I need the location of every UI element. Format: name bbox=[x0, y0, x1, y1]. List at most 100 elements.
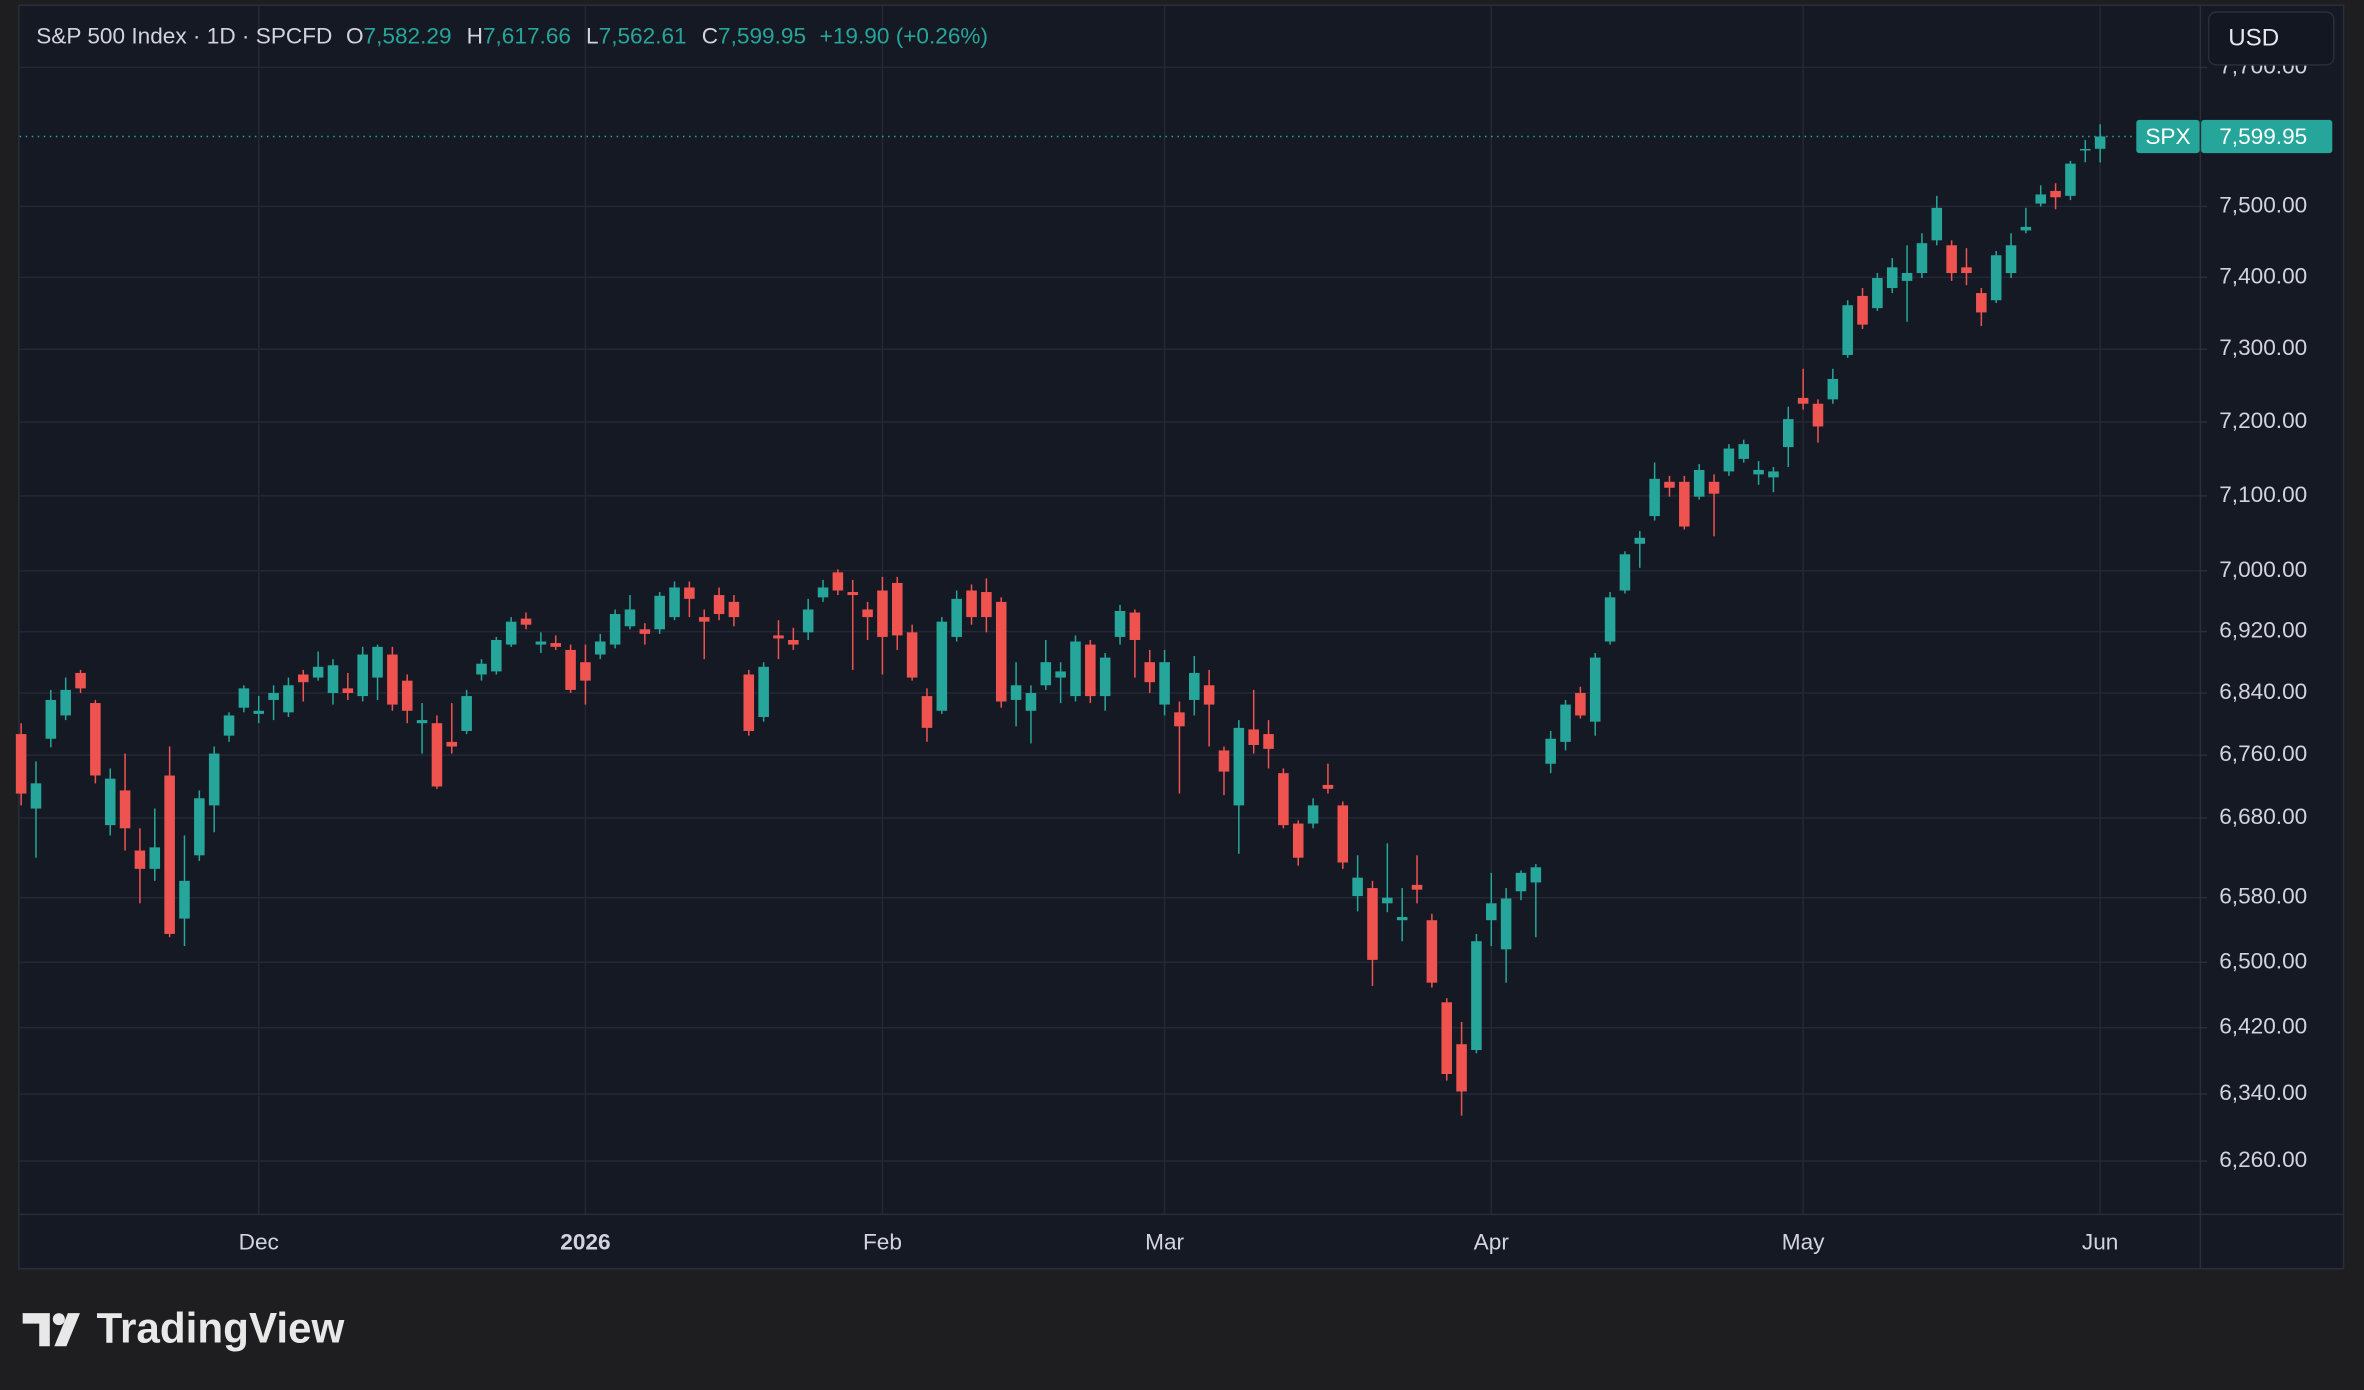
candle-body bbox=[1753, 469, 1764, 475]
candle-body bbox=[1783, 419, 1794, 448]
y-tick-label: 6,760.00 bbox=[2219, 741, 2307, 766]
candle-body bbox=[966, 590, 977, 618]
candle-body bbox=[372, 646, 383, 678]
symbol-header: S&P 500 Index · 1D · SPCFD O7,582.29 H7,61… bbox=[36, 24, 988, 49]
candle-body bbox=[1441, 1002, 1453, 1075]
candle-body bbox=[253, 710, 265, 714]
candle-body bbox=[1218, 750, 1230, 772]
candle-body bbox=[728, 601, 740, 618]
candle-body bbox=[1723, 448, 1735, 472]
y-tick-label: 6,420.00 bbox=[2219, 1014, 2307, 1039]
candle-body bbox=[1174, 712, 1185, 727]
candle-body bbox=[565, 649, 576, 690]
candle-body bbox=[119, 790, 131, 829]
candle-body bbox=[342, 688, 354, 693]
candle-body bbox=[1634, 537, 1646, 544]
x-tick-label: 2026 bbox=[560, 1230, 610, 1255]
candle-body bbox=[847, 592, 859, 596]
candle-body bbox=[1738, 444, 1750, 459]
overlays: S&P 500 Index · 1D · SPCFD O7,582.29 H7,61… bbox=[19, 11, 2335, 154]
candle-body bbox=[1679, 481, 1690, 527]
candle-body bbox=[1812, 403, 1824, 427]
candle-body bbox=[1396, 916, 1408, 921]
y-tick-label: 6,340.00 bbox=[2219, 1080, 2307, 1105]
candle-body bbox=[1322, 784, 1334, 789]
candle-body bbox=[1292, 823, 1304, 858]
y-tick-label: 7,300.00 bbox=[2219, 335, 2307, 360]
candle-body bbox=[416, 720, 428, 724]
candle-body bbox=[1382, 897, 1393, 904]
y-tick-label: 6,260.00 bbox=[2219, 1147, 2307, 1172]
candle-body bbox=[2005, 245, 2017, 274]
candle-body bbox=[134, 850, 146, 869]
candle-body bbox=[1976, 293, 1987, 313]
candle-body bbox=[862, 609, 873, 618]
chart-frame bbox=[18, 4, 2345, 1270]
candle-body bbox=[684, 587, 695, 599]
candles bbox=[15, 124, 2106, 1116]
currency-label[interactable]: USD bbox=[2228, 25, 2279, 52]
candle-body bbox=[1619, 554, 1631, 591]
candle-body bbox=[773, 635, 784, 639]
candle-body bbox=[1515, 872, 1527, 892]
candle-body bbox=[743, 674, 755, 731]
candle-body bbox=[194, 798, 205, 856]
grid bbox=[19, 6, 2200, 1214]
candle-body bbox=[669, 587, 680, 618]
candle-body bbox=[223, 715, 235, 736]
candle-body bbox=[75, 672, 86, 689]
candle-body bbox=[1827, 378, 1839, 400]
candle-body bbox=[1486, 903, 1497, 921]
candle-body bbox=[698, 617, 710, 622]
tradingview-logo: TradingView bbox=[22, 1304, 345, 1351]
candle-body bbox=[981, 592, 992, 618]
last-price-label: 7,599.95 bbox=[2219, 124, 2307, 149]
candle-body bbox=[892, 582, 903, 636]
candle-body bbox=[461, 696, 472, 731]
y-tick-label: 7,500.00 bbox=[2219, 192, 2307, 217]
ohlc-value: 7,599.95 bbox=[718, 24, 806, 49]
candle-body bbox=[817, 587, 829, 598]
ohlc-letter: O bbox=[346, 24, 364, 49]
candle-body bbox=[2020, 226, 2032, 231]
candle-body bbox=[550, 643, 562, 647]
candle-body bbox=[1797, 397, 1809, 404]
change-value: +19.90 (+0.26%) bbox=[820, 24, 988, 49]
last-price-badge bbox=[2201, 119, 2333, 154]
candle-body bbox=[45, 699, 57, 739]
y-tick-label: 6,500.00 bbox=[2219, 948, 2307, 973]
y-tick-label: 7,400.00 bbox=[2219, 263, 2307, 288]
candle-body bbox=[1010, 685, 1022, 700]
candle-body bbox=[951, 598, 962, 637]
candle-body bbox=[802, 609, 814, 633]
ohlc-letter: C bbox=[702, 24, 718, 49]
symbol-badge-label: SPX bbox=[2145, 124, 2190, 149]
candle-body bbox=[1278, 773, 1289, 826]
candle-body bbox=[446, 741, 458, 747]
x-tick-label: Mar bbox=[1145, 1230, 1184, 1255]
candle-body bbox=[609, 614, 621, 645]
candle-body bbox=[1872, 278, 1883, 309]
currency-button[interactable] bbox=[2207, 11, 2335, 66]
candle-body bbox=[30, 783, 42, 809]
candle-body bbox=[387, 654, 398, 705]
candle-body bbox=[2050, 190, 2061, 198]
candle-body bbox=[535, 641, 547, 645]
candle-body bbox=[1545, 738, 1556, 764]
logo-mark bbox=[22, 1313, 50, 1347]
candle-body bbox=[2080, 148, 2091, 151]
y-tick-label: 6,580.00 bbox=[2219, 884, 2307, 909]
candle-body bbox=[1560, 704, 1571, 742]
y-tick-label: 7,000.00 bbox=[2219, 557, 2307, 582]
candle-body bbox=[1530, 867, 1542, 883]
candle-body bbox=[2094, 136, 2106, 149]
candle-body bbox=[639, 629, 651, 634]
candle-body bbox=[401, 680, 413, 711]
candle-body bbox=[1500, 898, 1512, 950]
candle-body bbox=[877, 590, 888, 637]
candle-body bbox=[832, 572, 844, 591]
candle-body bbox=[1114, 611, 1126, 637]
candle-body bbox=[1931, 207, 1943, 241]
candle-body bbox=[327, 665, 339, 693]
